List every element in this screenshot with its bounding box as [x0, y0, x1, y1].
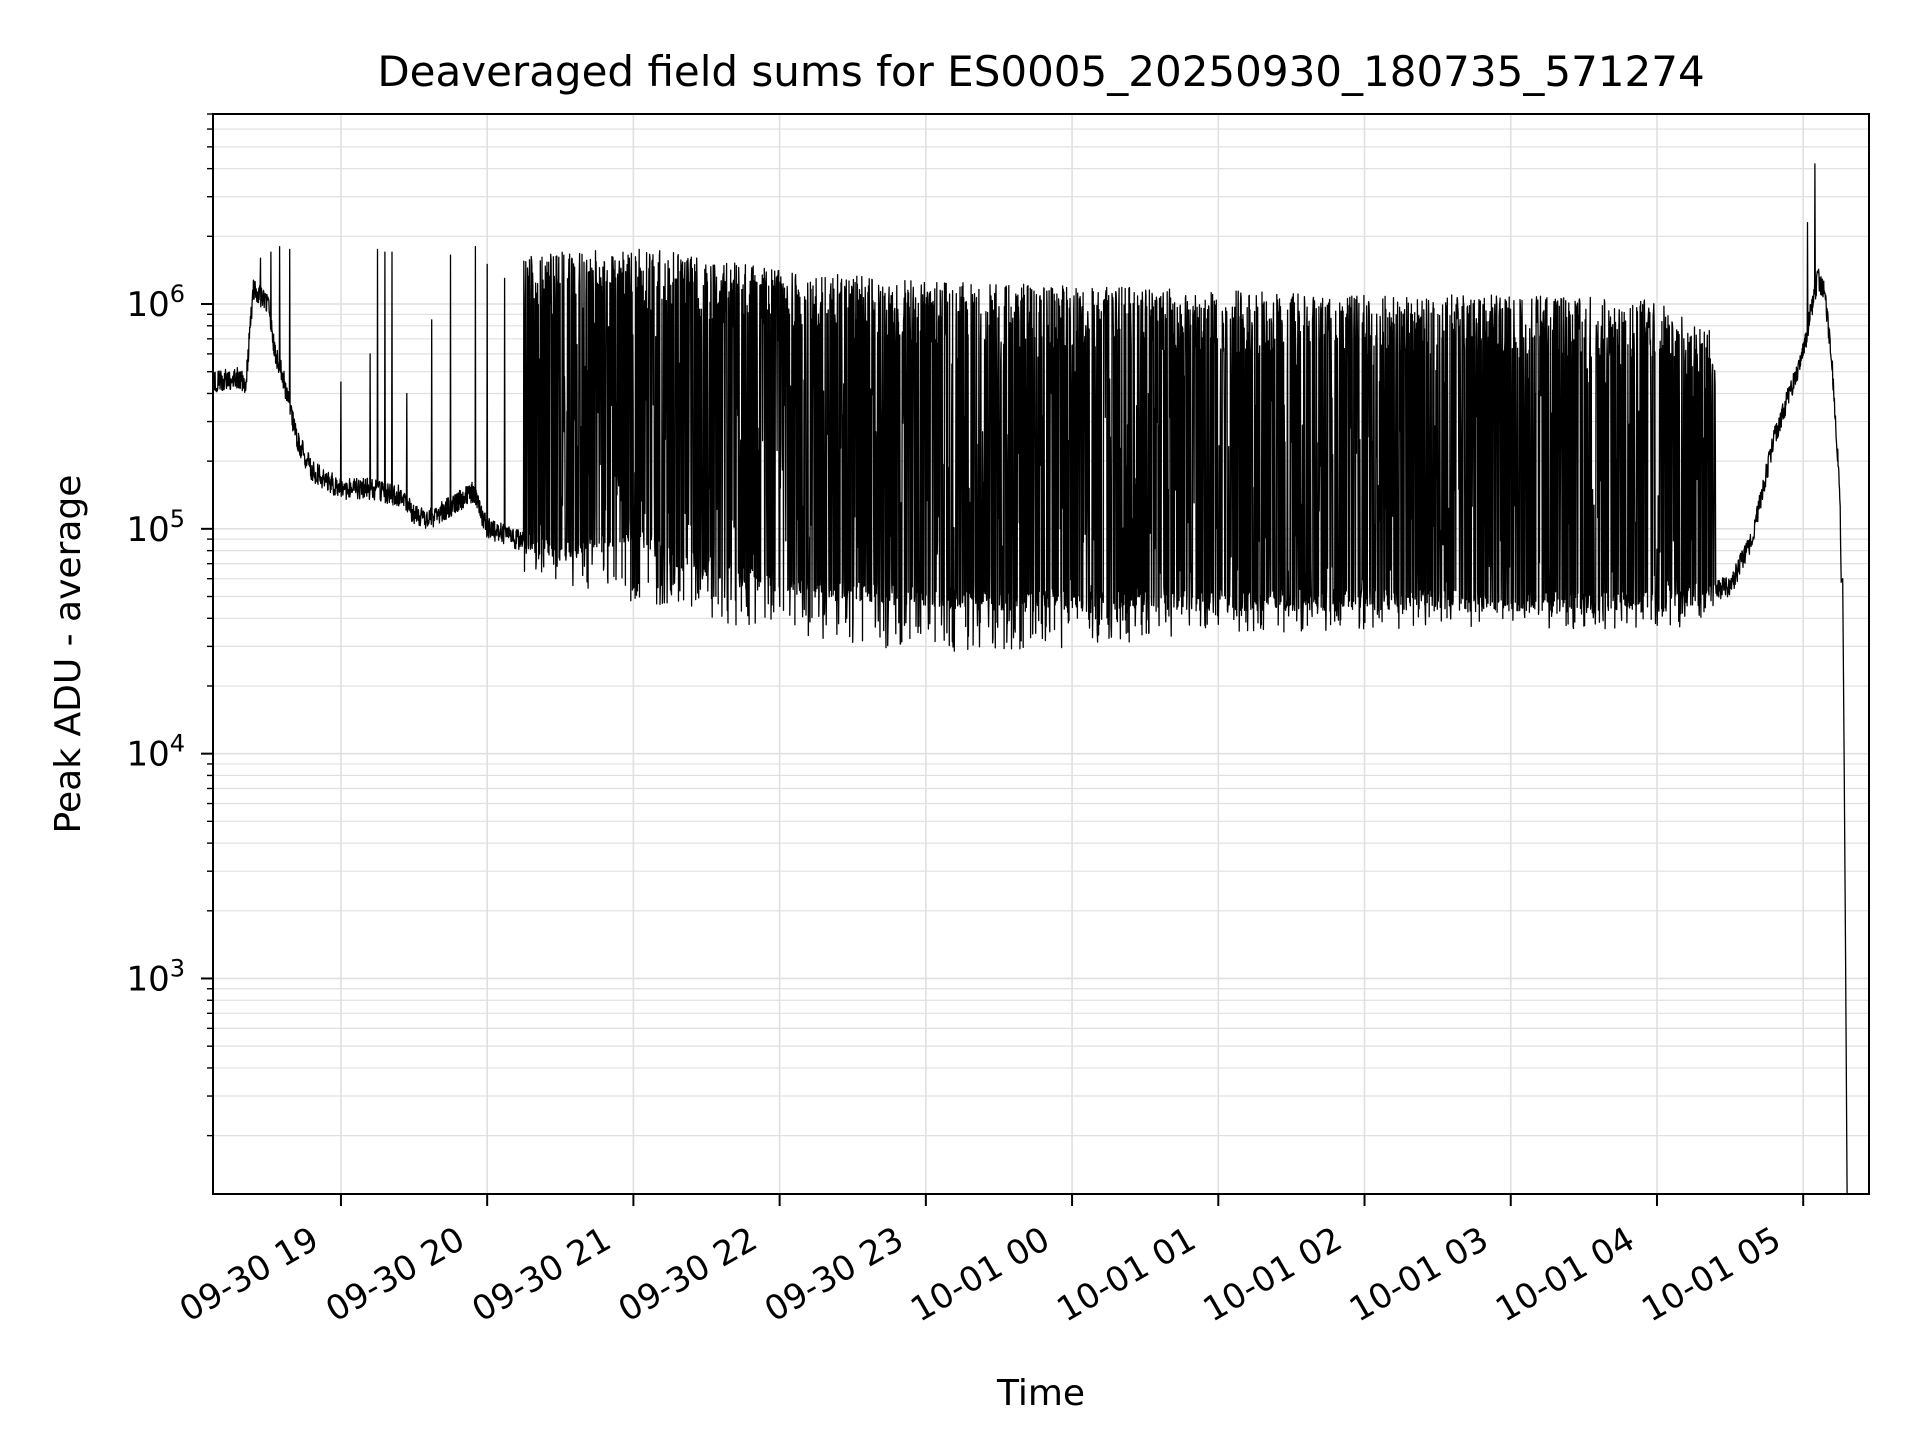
y-axis-label: Peak ADU - average: [48, 475, 89, 834]
x-axis-label: Time: [996, 1373, 1085, 1414]
y-tick-label: 104: [126, 730, 185, 775]
y-tick-label: 106: [126, 280, 185, 325]
chart-title: Deaveraged field sums for ES0005_2025093…: [377, 47, 1704, 96]
y-axis: 103 104 105 106: [126, 113, 213, 1137]
y-tick-label: 105: [126, 505, 185, 550]
series-line: [213, 163, 1848, 1195]
plot-frame: [212, 113, 1870, 1195]
data-series: [213, 163, 1848, 1195]
y-tick-label: 103: [126, 954, 185, 999]
